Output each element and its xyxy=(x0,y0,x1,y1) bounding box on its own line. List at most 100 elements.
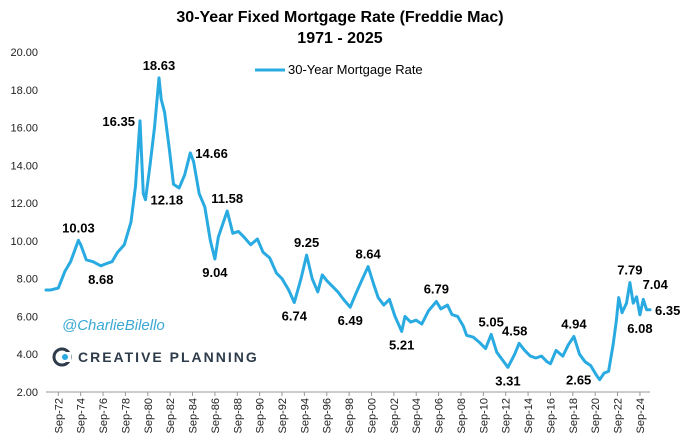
data-point xyxy=(489,333,493,336)
data-point xyxy=(478,341,482,345)
x-tick-label: Sep-82 xyxy=(165,398,177,433)
data-label: 6.79 xyxy=(424,282,449,297)
annotations-layer: 10.03 8.68 16.35 12.18 18.63 14.66 9.04 11.58 6.… xyxy=(62,58,680,388)
data-point xyxy=(237,230,240,233)
x-tick-label: Sep-74 xyxy=(76,398,88,433)
data-point xyxy=(583,360,587,363)
x-tick-label: Sep-78 xyxy=(120,398,132,433)
data-point xyxy=(110,260,114,263)
data-label: 6.35 xyxy=(655,303,680,318)
x-tick-label: Sep-16 xyxy=(545,398,557,433)
data-point xyxy=(172,183,175,186)
data-point xyxy=(382,303,385,307)
legend-label: 30-Year Mortgage Rate xyxy=(288,62,423,77)
y-tick-label: 20.00 xyxy=(10,47,38,59)
author-handle: @CharlieBilello xyxy=(62,317,165,334)
y-tick-label: 14.00 xyxy=(10,160,38,172)
data-point xyxy=(153,126,156,129)
data-point xyxy=(293,301,296,304)
data-point xyxy=(105,262,108,265)
x-tick-label: Sep-20 xyxy=(590,398,602,433)
data-point xyxy=(342,298,345,301)
x-tick-label: Sep-24 xyxy=(635,398,647,433)
data-point xyxy=(611,343,615,346)
data-label: 5.05 xyxy=(479,314,504,329)
data-point xyxy=(517,342,521,345)
data-label: 9.04 xyxy=(202,265,228,280)
y-tick-label: 10.00 xyxy=(10,236,38,248)
data-point xyxy=(311,277,314,280)
data-point xyxy=(632,302,635,305)
data-label: 18.63 xyxy=(143,58,176,73)
x-tick-label: Sep-12 xyxy=(501,398,513,433)
data-label: 8.64 xyxy=(355,247,381,262)
data-point xyxy=(77,239,80,242)
data-point xyxy=(427,309,430,312)
data-point xyxy=(203,205,207,209)
series-line-30-year-mortgage-rate xyxy=(44,76,652,382)
data-label: 16.35 xyxy=(102,114,135,129)
data-point xyxy=(598,378,601,381)
data-label: 6.74 xyxy=(282,308,308,323)
brand-name: CREATIVE PLANNING xyxy=(78,349,259,365)
data-point xyxy=(645,308,648,312)
x-tick-label: Sep-84 xyxy=(188,398,200,433)
data-label: 5.21 xyxy=(389,337,414,352)
data-point xyxy=(242,235,246,239)
x-tick-label: Sep-76 xyxy=(98,398,110,433)
data-point xyxy=(523,349,526,352)
data-point xyxy=(134,184,137,188)
x-tick-label: Sep-72 xyxy=(53,398,65,433)
data-point xyxy=(420,322,424,326)
series-layer xyxy=(44,76,652,382)
data-point xyxy=(142,192,145,195)
data-point xyxy=(213,257,217,261)
data-point xyxy=(57,286,60,290)
x-tick-label: Sep-00 xyxy=(366,398,378,433)
data-point xyxy=(99,264,103,268)
data-point xyxy=(163,111,166,114)
data-point xyxy=(589,364,592,367)
data-point xyxy=(157,76,161,80)
chart-title: 30-Year Fixed Mortgage Rate (Freddie Mac… xyxy=(176,9,503,26)
data-point xyxy=(261,251,265,254)
x-tick-label: Sep-18 xyxy=(568,398,580,433)
data-point xyxy=(567,343,570,346)
data-point xyxy=(377,296,380,299)
data-point xyxy=(456,315,459,318)
data-point xyxy=(354,292,358,295)
x-tick-label: Sep-22 xyxy=(613,398,625,433)
data-label: 12.18 xyxy=(151,193,184,208)
data-label: 11.58 xyxy=(211,191,243,206)
data-point xyxy=(280,277,284,280)
data-point xyxy=(361,277,364,280)
data-point xyxy=(85,258,88,261)
data-label: 10.03 xyxy=(62,220,95,235)
data-point xyxy=(388,298,391,301)
data-point xyxy=(116,251,119,254)
data-point xyxy=(69,260,72,263)
data-point xyxy=(189,151,192,155)
data-point xyxy=(446,303,449,307)
data-point xyxy=(372,283,375,286)
data-point xyxy=(540,354,543,358)
x-tick-label: Sep-98 xyxy=(344,398,356,433)
x-tick-label: Sep-88 xyxy=(232,398,244,433)
data-point xyxy=(321,273,324,277)
data-point xyxy=(409,320,412,324)
data-label: 6.49 xyxy=(338,313,363,328)
data-point xyxy=(231,232,234,235)
x-tick-label: Sep-96 xyxy=(322,398,334,433)
data-point xyxy=(198,192,201,195)
data-point xyxy=(79,243,82,246)
data-point xyxy=(635,295,638,298)
data-point xyxy=(129,220,133,224)
data-point xyxy=(495,351,498,354)
data-point xyxy=(400,330,403,333)
data-point xyxy=(628,281,632,284)
data-point xyxy=(160,98,163,101)
y-tick-label: 12.00 xyxy=(10,198,38,210)
data-point xyxy=(506,366,510,369)
legend: 30-Year Mortgage Rate xyxy=(255,62,423,77)
